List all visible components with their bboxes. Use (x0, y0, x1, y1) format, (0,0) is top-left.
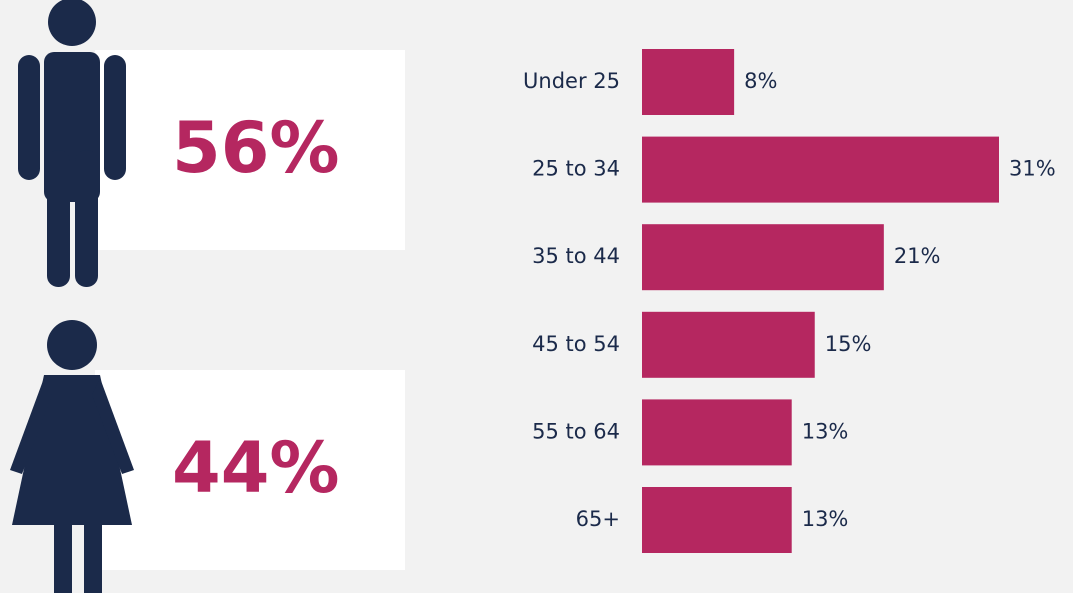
female-percent: 44% (172, 427, 340, 509)
value-label: 13% (802, 419, 849, 443)
bar (642, 224, 884, 291)
category-label: 45 to 54 (532, 332, 620, 356)
value-label: 15% (825, 332, 872, 356)
male-box (95, 50, 405, 250)
female-icon (10, 320, 134, 593)
female-box (95, 370, 405, 570)
category-label: 65+ (576, 507, 620, 531)
bar (642, 399, 792, 466)
value-label: 31% (1009, 157, 1056, 181)
category-label: 25 to 34 (532, 157, 620, 181)
category-label: 55 to 64 (532, 419, 620, 443)
value-label: 13% (802, 507, 849, 531)
bar (642, 49, 735, 115)
bar (642, 136, 999, 203)
category-label: Under 25 (523, 69, 620, 93)
bar (642, 487, 792, 553)
value-label: 21% (894, 244, 941, 268)
male-icon (18, 0, 126, 287)
male-percent: 56% (172, 107, 340, 189)
bar (642, 311, 815, 378)
value-label: 8% (744, 69, 777, 93)
category-label: 35 to 44 (532, 244, 620, 268)
